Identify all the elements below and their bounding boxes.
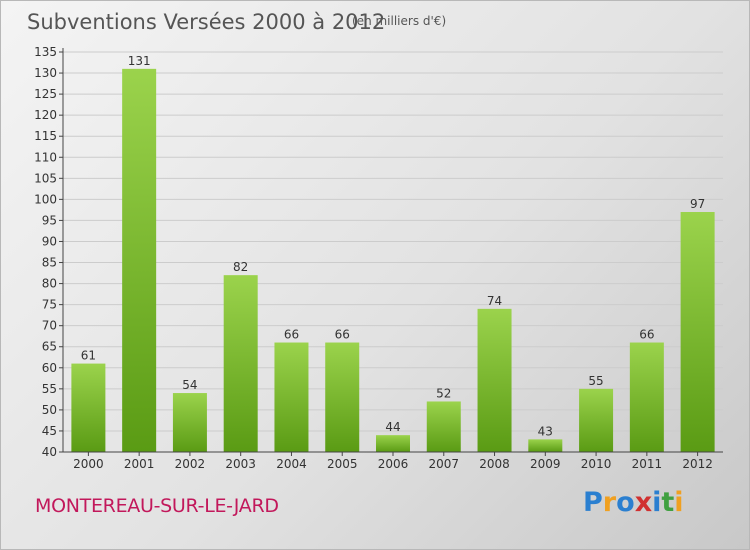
x-tick-label: 2000 (73, 457, 104, 471)
y-tick-label: 90 (42, 234, 57, 248)
x-tick-label: 2009 (530, 457, 561, 471)
bar (680, 212, 715, 452)
y-tick-label: 45 (42, 424, 57, 438)
bar (274, 342, 309, 452)
x-tick-label: 2012 (682, 457, 713, 471)
bar (528, 439, 563, 452)
y-tick-label: 135 (34, 45, 57, 59)
y-tick-label: 125 (34, 87, 57, 101)
proxiti-logo: Proxiti (583, 487, 684, 518)
x-tick-label: 2005 (327, 457, 358, 471)
gridlines (63, 51, 723, 432)
bar-value-label: 55 (588, 374, 603, 388)
bar (122, 68, 157, 452)
y-tick-label: 65 (42, 340, 57, 354)
bar-value-label: 131 (128, 54, 151, 68)
x-tick-label: 2010 (581, 457, 612, 471)
bar-value-label: 61 (81, 349, 96, 363)
x-tick-label: 2003 (225, 457, 256, 471)
x-tick-label: 2002 (175, 457, 206, 471)
bar-value-label: 43 (538, 424, 553, 438)
bar-value-label: 54 (182, 378, 197, 392)
bars (71, 68, 715, 452)
unit-note: (en milliers d'€) (352, 14, 447, 28)
x-tick-label: 2008 (479, 457, 510, 471)
y-tick-label: 50 (42, 403, 57, 417)
y-tick-label: 115 (34, 129, 57, 143)
bar (579, 388, 614, 452)
y-tick-label: 55 (42, 382, 57, 396)
bar (426, 401, 461, 452)
x-tick-label: 2006 (378, 457, 409, 471)
bar (71, 363, 106, 452)
bar-value-label: 97 (690, 197, 705, 211)
bar-value-label: 52 (436, 386, 451, 400)
bar-value-label: 66 (284, 328, 299, 342)
x-tick-label: 2011 (632, 457, 663, 471)
bar (172, 393, 207, 452)
y-tick-label: 75 (42, 298, 57, 312)
bar (376, 435, 410, 452)
logo-letter: t (661, 487, 675, 518)
x-tick-label: 2001 (124, 457, 155, 471)
x-tick-label: 2004 (276, 457, 307, 471)
y-tick-label: 105 (34, 171, 57, 185)
commune-name: MONTEREAU-SUR-LE-JARD (35, 495, 279, 517)
y-tick-label: 85 (42, 256, 57, 270)
logo-letter: r (602, 487, 617, 518)
bar (325, 342, 360, 452)
y-tick-label: 70 (42, 319, 57, 333)
bar-value-label: 44 (385, 420, 400, 434)
y-tick-label: 80 (42, 277, 57, 291)
y-tick-label: 40 (42, 445, 57, 459)
y-tick-label: 120 (34, 108, 57, 122)
logo-letter: o (616, 487, 635, 518)
x-tick-label: 2007 (428, 457, 459, 471)
bar-chart: 40 45 50 55 60 65 70 75 80 85 90 95 100 105 110 115 120 1… (34, 45, 723, 471)
bar-value-label: 74 (487, 294, 502, 308)
logo-letter: P (583, 487, 603, 518)
bar-value-label: 66 (639, 328, 654, 342)
logo-letter: x (634, 487, 653, 518)
y-tick-label: 95 (42, 213, 57, 227)
bar (629, 342, 664, 452)
chart-title: Subventions Versées 2000 à 2012 (27, 10, 386, 34)
logo-letter: i (674, 487, 684, 518)
y-tick-label: 60 (42, 361, 57, 375)
y-tick-label: 110 (34, 150, 57, 164)
logo-letter: i (652, 487, 662, 518)
axes (59, 48, 723, 456)
y-tick-label: 130 (34, 66, 57, 80)
bar (477, 308, 512, 452)
labels: 40 45 50 55 60 65 70 75 80 85 90 95 100 105 110 115 120 1… (34, 45, 713, 471)
bar (223, 275, 258, 452)
y-tick-label: 100 (34, 192, 57, 206)
bar-value-label: 82 (233, 260, 248, 274)
bar-value-label: 66 (335, 328, 350, 342)
